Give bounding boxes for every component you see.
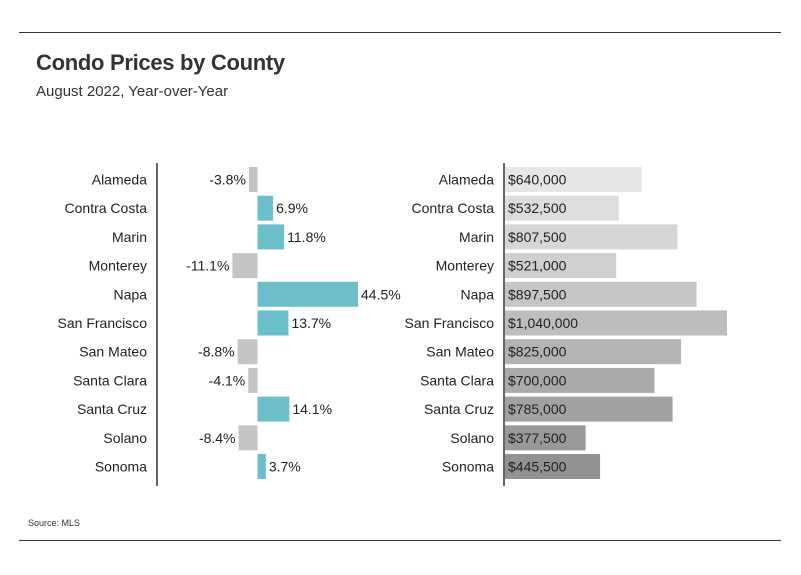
yoy-bar-napa [257, 281, 358, 307]
price-value-label-marin: $807,500 [508, 229, 567, 245]
yoy-category-label-monterey: Monterey [89, 258, 147, 274]
yoy-value-label-santa-clara: -4.1% [209, 372, 246, 388]
yoy-bar-solano [238, 425, 258, 451]
price-category-label-monterey: Monterey [436, 258, 494, 274]
price-value-label-solano: $377,500 [508, 430, 567, 446]
price-category-label-marin: Marin [459, 229, 494, 245]
yoy-bar-san-francisco [257, 310, 289, 336]
price-bar-marin [505, 224, 678, 250]
yoy-bar-sonoma [257, 454, 266, 479]
price-bar-alameda [505, 167, 642, 192]
yoy-category-label-alameda: Alameda [92, 172, 147, 188]
price-value-label-monterey: $521,000 [508, 258, 567, 274]
price-bar-solano [505, 425, 586, 451]
price-value-label-santa-cruz: $785,000 [508, 401, 567, 417]
yoy-bar-san-mateo [237, 339, 258, 365]
yoy-category-label-sonoma: Sonoma [95, 459, 147, 475]
chart-title: Condo Prices by County [36, 50, 285, 75]
yoy-category-label-san-francisco: San Francisco [58, 315, 148, 331]
price-bar-napa [505, 281, 697, 307]
chart-subtitle: August 2022, Year-over-Year [36, 83, 229, 100]
price-category-label-sonoma: Sonoma [442, 459, 494, 475]
price-category-label-santa-clara: Santa Clara [420, 372, 494, 388]
yoy-category-label-contra-costa: Contra Costa [65, 200, 148, 216]
yoy-bar-marin [257, 224, 285, 250]
yoy-category-label-napa: Napa [114, 286, 148, 302]
price-value-label-san-francisco: $1,040,000 [508, 315, 578, 331]
source-note: Source: MLS [28, 518, 81, 528]
yoy-value-label-napa: 44.5% [361, 286, 401, 302]
price-value-label-santa-clara: $700,000 [508, 372, 567, 388]
yoy-value-label-san-mateo: -8.8% [198, 344, 235, 360]
yoy-change-chart: Alameda -3.8% Contra Costa 6.9% Marin 11.8% Mo… [58, 163, 401, 486]
yoy-value-label-alameda: -3.8% [209, 172, 246, 188]
yoy-bar-santa-clara [248, 367, 258, 393]
yoy-value-label-sonoma: 3.7% [269, 459, 301, 475]
price-value-label-napa: $897,500 [508, 286, 567, 302]
price-category-label-santa-cruz: Santa Cruz [424, 401, 494, 417]
yoy-category-label-santa-clara: Santa Clara [73, 372, 147, 388]
yoy-value-label-san-francisco: 13.7% [291, 315, 331, 331]
yoy-value-label-marin: 11.8% [287, 229, 326, 245]
yoy-value-label-solano: -8.4% [199, 430, 236, 446]
median-price-chart: Alameda $640,000 Contra Costa $532,500 Marin… [405, 163, 727, 486]
price-bar-san-mateo [505, 339, 682, 365]
price-category-label-napa: Napa [461, 286, 495, 302]
yoy-category-label-santa-cruz: Santa Cruz [77, 401, 147, 417]
yoy-category-label-solano: Solano [103, 430, 147, 446]
yoy-value-label-contra-costa: 6.9% [276, 200, 308, 216]
price-bar-monterey [505, 253, 617, 279]
price-value-label-contra-costa: $532,500 [508, 200, 567, 216]
price-category-label-alameda: Alameda [439, 172, 494, 188]
yoy-bar-santa-cruz [257, 396, 290, 422]
price-category-label-san-francisco: San Francisco [405, 315, 495, 331]
price-bar-santa-clara [505, 367, 655, 393]
price-bar-contra-costa [505, 195, 619, 221]
price-category-label-contra-costa: Contra Costa [412, 200, 495, 216]
yoy-category-label-marin: Marin [112, 229, 147, 245]
price-bar-san-francisco [505, 310, 727, 336]
bottom-rule [19, 540, 781, 541]
yoy-bar-alameda [248, 167, 258, 192]
yoy-bar-contra-costa [257, 195, 274, 221]
price-bar-sonoma [505, 454, 601, 479]
price-value-label-sonoma: $445,500 [508, 459, 567, 475]
top-rule [19, 32, 781, 33]
price-value-label-alameda: $640,000 [508, 172, 567, 188]
price-category-label-san-mateo: San Mateo [426, 344, 494, 360]
yoy-value-label-santa-cruz: 14.1% [292, 401, 332, 417]
yoy-category-label-san-mateo: San Mateo [79, 344, 147, 360]
price-value-label-san-mateo: $825,000 [508, 344, 567, 360]
price-category-label-solano: Solano [450, 430, 494, 446]
yoy-value-label-monterey: -11.1% [186, 258, 229, 274]
price-bar-santa-cruz [505, 396, 673, 422]
yoy-bar-monterey [232, 253, 258, 279]
